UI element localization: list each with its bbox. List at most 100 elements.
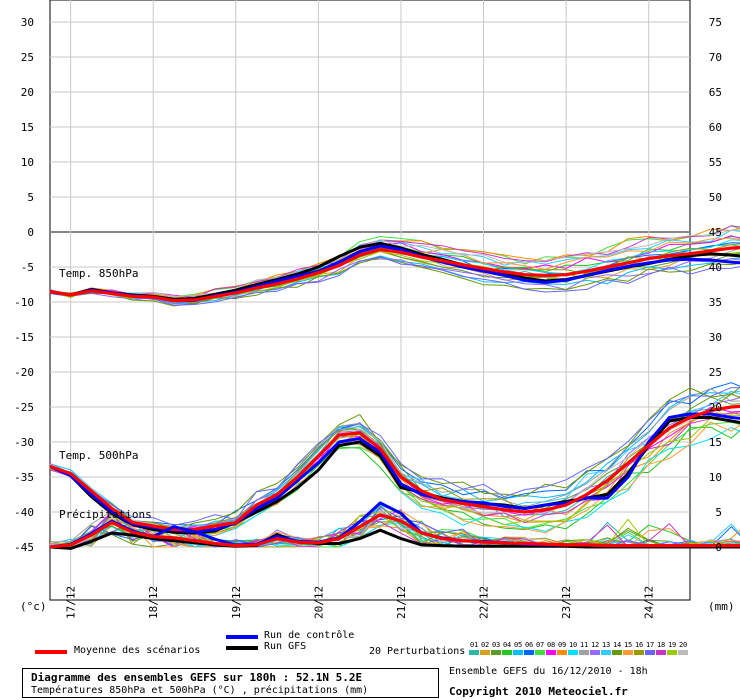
main-series-lines xyxy=(49,241,740,550)
right-tick-label: 70 xyxy=(709,51,722,64)
left-tick-label: 15 xyxy=(21,121,34,134)
perturbation-swatch xyxy=(579,650,589,655)
left-tick-label: 20 xyxy=(21,86,34,99)
right-tick-label: 55 xyxy=(709,156,722,169)
right-tick-label: 60 xyxy=(709,121,722,134)
left-tick-label: 0 xyxy=(27,226,34,239)
left-tick-label: -25 xyxy=(14,401,34,414)
perturbation-number: 01 xyxy=(470,641,479,649)
perturbation-swatch xyxy=(634,650,644,655)
perturbation-number: 05 xyxy=(514,641,523,649)
perturbation-swatch xyxy=(469,650,479,655)
left-tick-label: 10 xyxy=(21,156,34,169)
perturbation-swatch xyxy=(524,650,534,655)
perturbation-line xyxy=(49,229,740,298)
perturbation-number: 20 xyxy=(679,641,688,649)
left-tick-label: -20 xyxy=(14,366,34,379)
left-tick-label: -35 xyxy=(14,471,34,484)
perturbation-swatch xyxy=(513,650,523,655)
copyright-text: Copyright 2010 Meteociel.fr xyxy=(449,685,628,698)
date-tick-label: 24/12 xyxy=(643,586,656,619)
perturbation-number: 04 xyxy=(503,641,512,649)
right-tick-label: 50 xyxy=(709,191,722,204)
legend-perturbations-label: 20 Perturbations xyxy=(369,646,466,657)
perturbation-line xyxy=(49,386,740,530)
perturbation-number: 10 xyxy=(569,641,578,649)
chart-subtitle: Températures 850hPa et 500hPa (°C) , pré… xyxy=(31,685,369,696)
perturbation-swatch xyxy=(535,650,545,655)
perturbation-number: 11 xyxy=(580,641,589,649)
perturbation-swatch xyxy=(546,650,556,655)
plot-frame xyxy=(49,0,691,601)
perturbation-swatch xyxy=(645,650,655,655)
perturbation-number: 08 xyxy=(547,641,556,649)
right-tick-label: 75 xyxy=(709,16,722,29)
perturbation-number: 17 xyxy=(646,641,655,649)
mean-line xyxy=(49,245,740,303)
date-tick-label: 18/12 xyxy=(147,586,160,619)
date-tick-label: 21/12 xyxy=(395,586,408,619)
mean-line xyxy=(49,513,740,549)
perturbation-number: 15 xyxy=(624,641,633,649)
right-tick-label: 65 xyxy=(709,86,722,99)
date-tick-label: 20/12 xyxy=(312,586,325,619)
t850-panel-label: Temp. 850hPa xyxy=(59,267,138,280)
title-box: Diagramme des ensembles GEFS sur 180h : … xyxy=(22,668,439,698)
perturbation-swatch xyxy=(601,650,611,655)
perturbation-line xyxy=(49,387,740,526)
perturbation-swatch xyxy=(590,650,600,655)
legend-gfs-label: Run GFS xyxy=(264,641,307,652)
date-tick-label: 19/12 xyxy=(230,586,243,619)
perturbation-line xyxy=(49,256,740,306)
right-tick-label: 45 xyxy=(709,226,722,239)
perturbation-number: 06 xyxy=(525,641,534,649)
right-tick-label: 20 xyxy=(709,401,722,414)
left-axis-unit: (°c) xyxy=(20,600,47,613)
precip-panel-label: Précipitations xyxy=(59,508,152,521)
legend-control-label: Run de contrôle xyxy=(264,630,355,641)
legend-control-swatch xyxy=(226,635,258,639)
legend-mean-swatch xyxy=(35,650,67,654)
left-tick-label: 30 xyxy=(21,16,34,29)
chart-title: Diagramme des ensembles GEFS sur 180h : … xyxy=(31,671,363,684)
right-tick-label: 25 xyxy=(709,366,722,379)
legend-gfs-swatch xyxy=(226,646,258,650)
perturbation-number: 16 xyxy=(635,641,644,649)
perturbation-number: 03 xyxy=(492,641,501,649)
perturbation-line xyxy=(49,421,740,539)
left-tick-label: -30 xyxy=(14,436,34,449)
left-tick-label: 25 xyxy=(21,51,34,64)
perturbation-swatch xyxy=(480,650,490,655)
perturbation-swatch xyxy=(568,650,578,655)
t500-panel-label: Temp. 500hPa xyxy=(59,449,138,462)
perturbation-swatch xyxy=(612,650,622,655)
perturbation-line xyxy=(49,382,740,526)
perturbation-swatch xyxy=(656,650,666,655)
perturbation-swatches xyxy=(469,650,689,655)
perturbation-number: 19 xyxy=(668,641,677,649)
date-tick-label: 22/12 xyxy=(478,586,491,619)
right-tick-label: 35 xyxy=(709,296,722,309)
perturbation-swatch xyxy=(491,650,501,655)
perturbation-swatch xyxy=(667,650,677,655)
ensemble-run-info: Ensemble GEFS du 16/12/2010 - 18h xyxy=(449,666,648,677)
right-tick-label: 30 xyxy=(709,331,722,344)
right-axis-unit: (mm) xyxy=(708,600,735,613)
perturbation-swatch xyxy=(678,650,688,655)
date-tick-label: 17/12 xyxy=(65,586,78,619)
perturbation-number: 18 xyxy=(657,641,666,649)
perturbation-swatch xyxy=(623,650,633,655)
perturbation-number: 02 xyxy=(481,641,490,649)
perturbation-number: 14 xyxy=(613,641,622,649)
right-tick-label: 40 xyxy=(709,261,722,274)
perturbation-number: 13 xyxy=(602,641,611,649)
right-tick-label: 5 xyxy=(715,506,722,519)
right-tick-label: 10 xyxy=(709,471,722,484)
legend-mean-label: Moyenne des scénarios xyxy=(74,645,201,656)
right-tick-label: 15 xyxy=(709,436,722,449)
left-tick-label: -15 xyxy=(14,331,34,344)
perturbation-number: 07 xyxy=(536,641,545,649)
perturbation-swatch xyxy=(557,650,567,655)
